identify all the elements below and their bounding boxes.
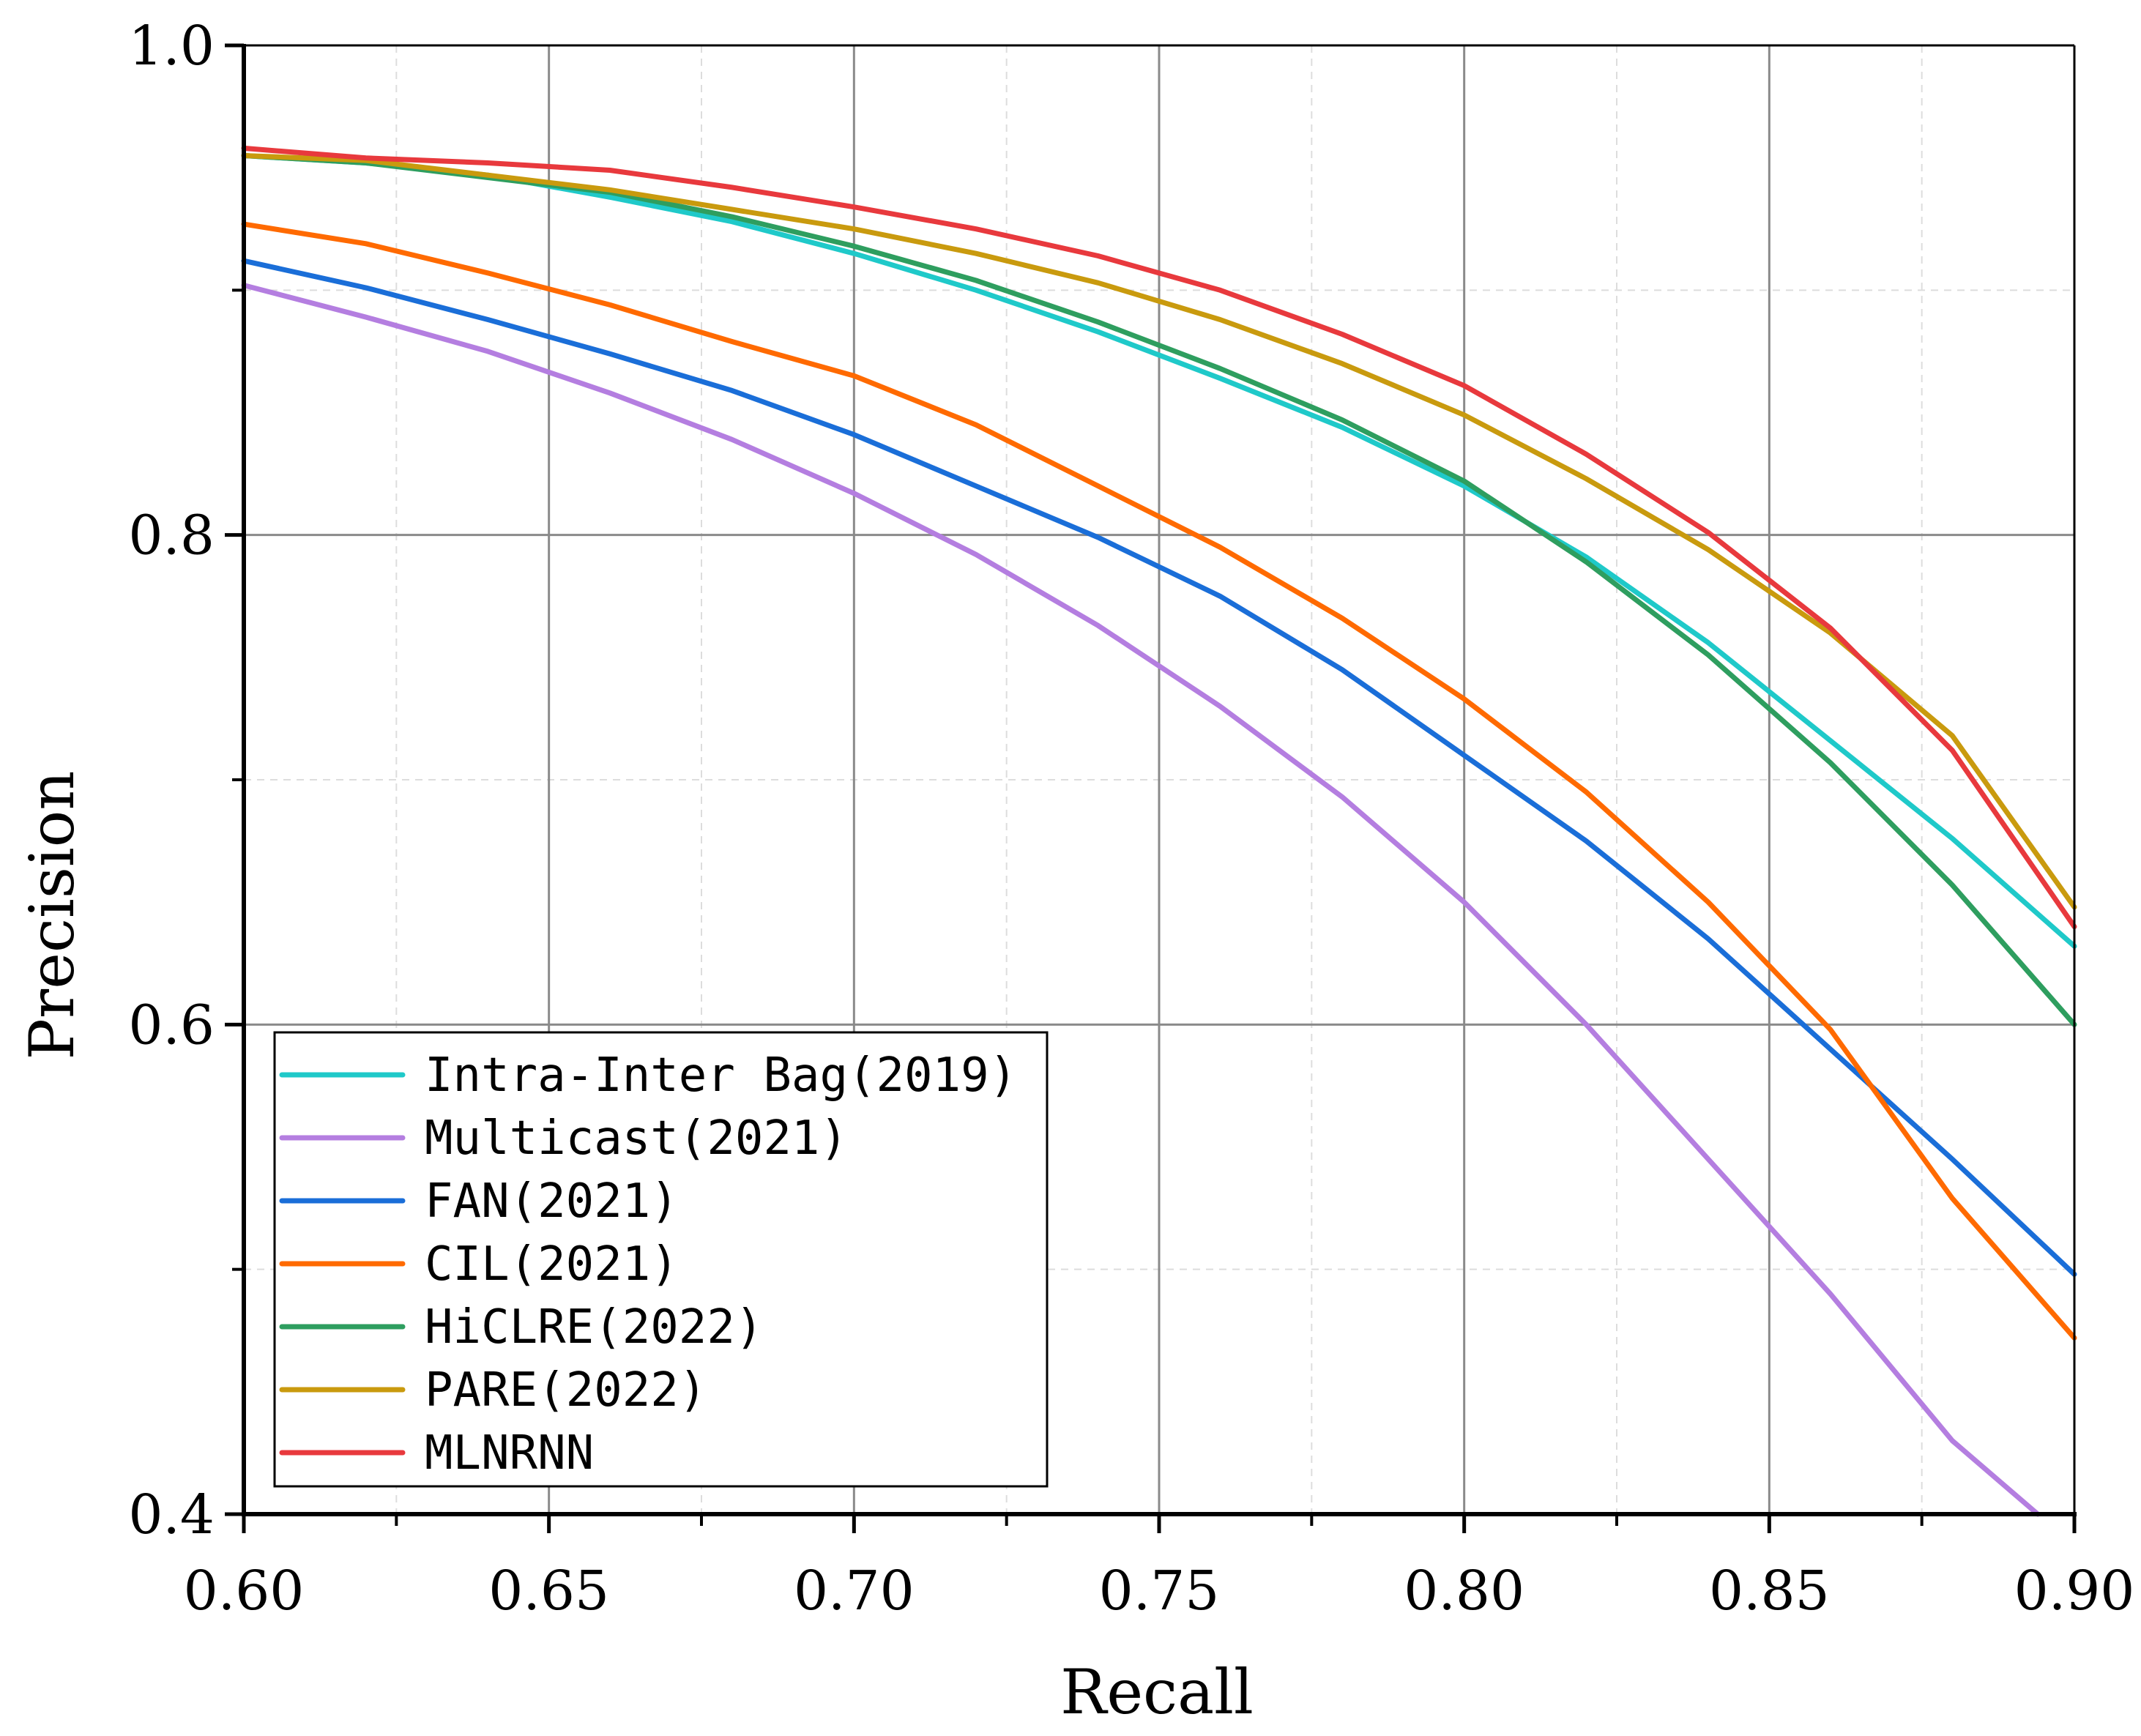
legend-label-cil-2021: CIL(2021): [425, 1237, 679, 1292]
x-tick-label: 0.85: [1709, 1560, 1830, 1623]
y-tick-label: 0.8: [128, 504, 215, 567]
x-tick-label: 0.65: [488, 1560, 609, 1623]
y-tick-label: 0.6: [128, 994, 215, 1057]
series-line-pare-2022: [241, 153, 2077, 910]
legend: Intra-Inter Bag(2019) Multicast(2021) FAN(…: [273, 1031, 1049, 1488]
legend-items: Intra-Inter Bag(2019) Multicast(2021) FAN(…: [279, 1048, 1017, 1480]
x-tick-label: 0.80: [1404, 1560, 1524, 1623]
tick-label-layer: 0.60 0.65 0.70 0.75 0.80 0.85 0.90 0.4 0.6 0.8 1.0: [128, 15, 2134, 1623]
series-layer: [241, 145, 2077, 1517]
x-tick-label: 0.60: [184, 1560, 305, 1623]
x-tick-label: 0.70: [794, 1560, 915, 1623]
series-line-fan-2021: [241, 258, 2077, 1277]
legend-label-multicast-2021: Multicast(2021): [425, 1111, 848, 1166]
series-line-cil-2021: [241, 221, 2077, 1341]
legend-label-mlnrnn: MLNRNN: [425, 1426, 594, 1480]
x-tick-label: 0.90: [2014, 1560, 2135, 1623]
legend-label-pare-2022: PARE(2022): [425, 1363, 707, 1418]
x-axis-title: Recall: [1060, 1656, 1254, 1728]
legend-box: [273, 1031, 1049, 1488]
y-tick-label: 1.0: [128, 15, 215, 78]
legend-label-fan-2021: FAN(2021): [425, 1174, 679, 1229]
legend-label-intra-inter-bag-2019: Intra-Inter Bag(2019): [425, 1048, 1017, 1103]
legend-label-hiclre-2022: HiCLRE(2022): [425, 1300, 763, 1355]
series-line-multicast-2021: [241, 283, 2041, 1517]
y-tick-label: 0.4: [128, 1483, 215, 1546]
y-axis-title: Precision: [16, 771, 88, 1060]
axes-layer: [225, 43, 2077, 1533]
x-tick-label: 0.75: [1099, 1560, 1220, 1623]
series-line-mlnrnn: [241, 145, 2077, 930]
